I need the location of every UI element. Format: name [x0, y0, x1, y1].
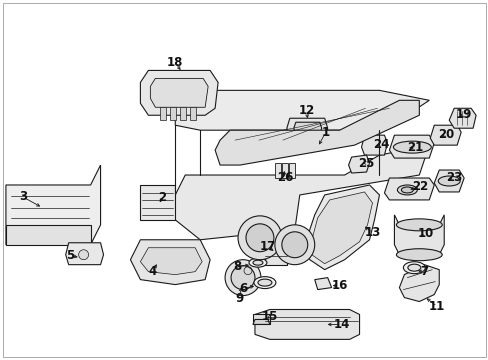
- Text: 26: 26: [276, 171, 292, 184]
- Ellipse shape: [393, 141, 430, 153]
- Ellipse shape: [407, 264, 420, 271]
- Text: 10: 10: [417, 227, 433, 240]
- Text: 2: 2: [158, 192, 166, 204]
- Polygon shape: [448, 108, 475, 128]
- Polygon shape: [304, 185, 379, 270]
- Polygon shape: [274, 163, 280, 178]
- Polygon shape: [252, 315, 269, 324]
- Polygon shape: [215, 100, 419, 165]
- Polygon shape: [6, 165, 101, 245]
- Ellipse shape: [253, 276, 275, 289]
- Text: 20: 20: [437, 128, 453, 141]
- Polygon shape: [175, 90, 428, 130]
- Polygon shape: [394, 215, 443, 255]
- Text: 22: 22: [411, 180, 427, 193]
- Polygon shape: [399, 265, 438, 302]
- Text: 9: 9: [234, 292, 243, 305]
- Text: 15: 15: [261, 310, 278, 323]
- Polygon shape: [150, 78, 208, 107]
- Polygon shape: [130, 240, 210, 285]
- Text: 17: 17: [259, 240, 275, 253]
- Circle shape: [281, 232, 307, 258]
- Polygon shape: [281, 163, 287, 178]
- Circle shape: [79, 250, 88, 260]
- Text: 5: 5: [66, 249, 75, 262]
- Text: 6: 6: [239, 282, 246, 295]
- Text: 13: 13: [364, 226, 380, 239]
- Polygon shape: [433, 170, 463, 192]
- Text: 21: 21: [407, 141, 423, 154]
- Polygon shape: [429, 125, 460, 145]
- Ellipse shape: [258, 279, 271, 286]
- Text: 25: 25: [358, 157, 374, 170]
- Polygon shape: [293, 122, 321, 134]
- Ellipse shape: [401, 187, 412, 193]
- Polygon shape: [190, 107, 196, 120]
- Polygon shape: [170, 107, 176, 120]
- Text: 7: 7: [419, 265, 427, 278]
- Ellipse shape: [397, 185, 416, 195]
- Text: 19: 19: [455, 108, 471, 121]
- Text: 3: 3: [19, 190, 27, 203]
- Ellipse shape: [437, 176, 459, 186]
- Circle shape: [274, 225, 314, 265]
- Circle shape: [238, 216, 281, 260]
- Text: 14: 14: [333, 318, 349, 331]
- Polygon shape: [286, 118, 327, 138]
- Polygon shape: [6, 225, 90, 245]
- Ellipse shape: [248, 258, 266, 267]
- Circle shape: [224, 260, 261, 296]
- Text: 12: 12: [298, 104, 314, 117]
- Text: 18: 18: [167, 56, 183, 69]
- Polygon shape: [254, 310, 359, 339]
- Polygon shape: [309, 192, 372, 264]
- Circle shape: [230, 266, 254, 289]
- Polygon shape: [180, 107, 186, 120]
- Polygon shape: [384, 178, 433, 200]
- Polygon shape: [288, 163, 294, 178]
- Circle shape: [245, 224, 273, 252]
- Text: 16: 16: [331, 279, 347, 292]
- Polygon shape: [140, 248, 202, 275]
- Polygon shape: [264, 245, 286, 265]
- Text: 8: 8: [232, 260, 241, 273]
- Text: 24: 24: [372, 138, 389, 150]
- Polygon shape: [160, 107, 166, 120]
- Ellipse shape: [252, 260, 263, 265]
- Polygon shape: [140, 185, 175, 220]
- Polygon shape: [361, 135, 386, 155]
- Polygon shape: [348, 155, 369, 173]
- Text: 23: 23: [445, 171, 461, 184]
- Polygon shape: [314, 278, 331, 289]
- Ellipse shape: [403, 262, 425, 274]
- Ellipse shape: [396, 219, 441, 231]
- Polygon shape: [140, 71, 218, 115]
- Polygon shape: [388, 135, 433, 158]
- Ellipse shape: [396, 249, 441, 261]
- Text: 1: 1: [321, 126, 329, 139]
- Text: 4: 4: [148, 265, 156, 278]
- Polygon shape: [252, 319, 269, 324]
- Polygon shape: [65, 243, 103, 265]
- Text: 11: 11: [428, 300, 445, 313]
- Polygon shape: [175, 145, 428, 240]
